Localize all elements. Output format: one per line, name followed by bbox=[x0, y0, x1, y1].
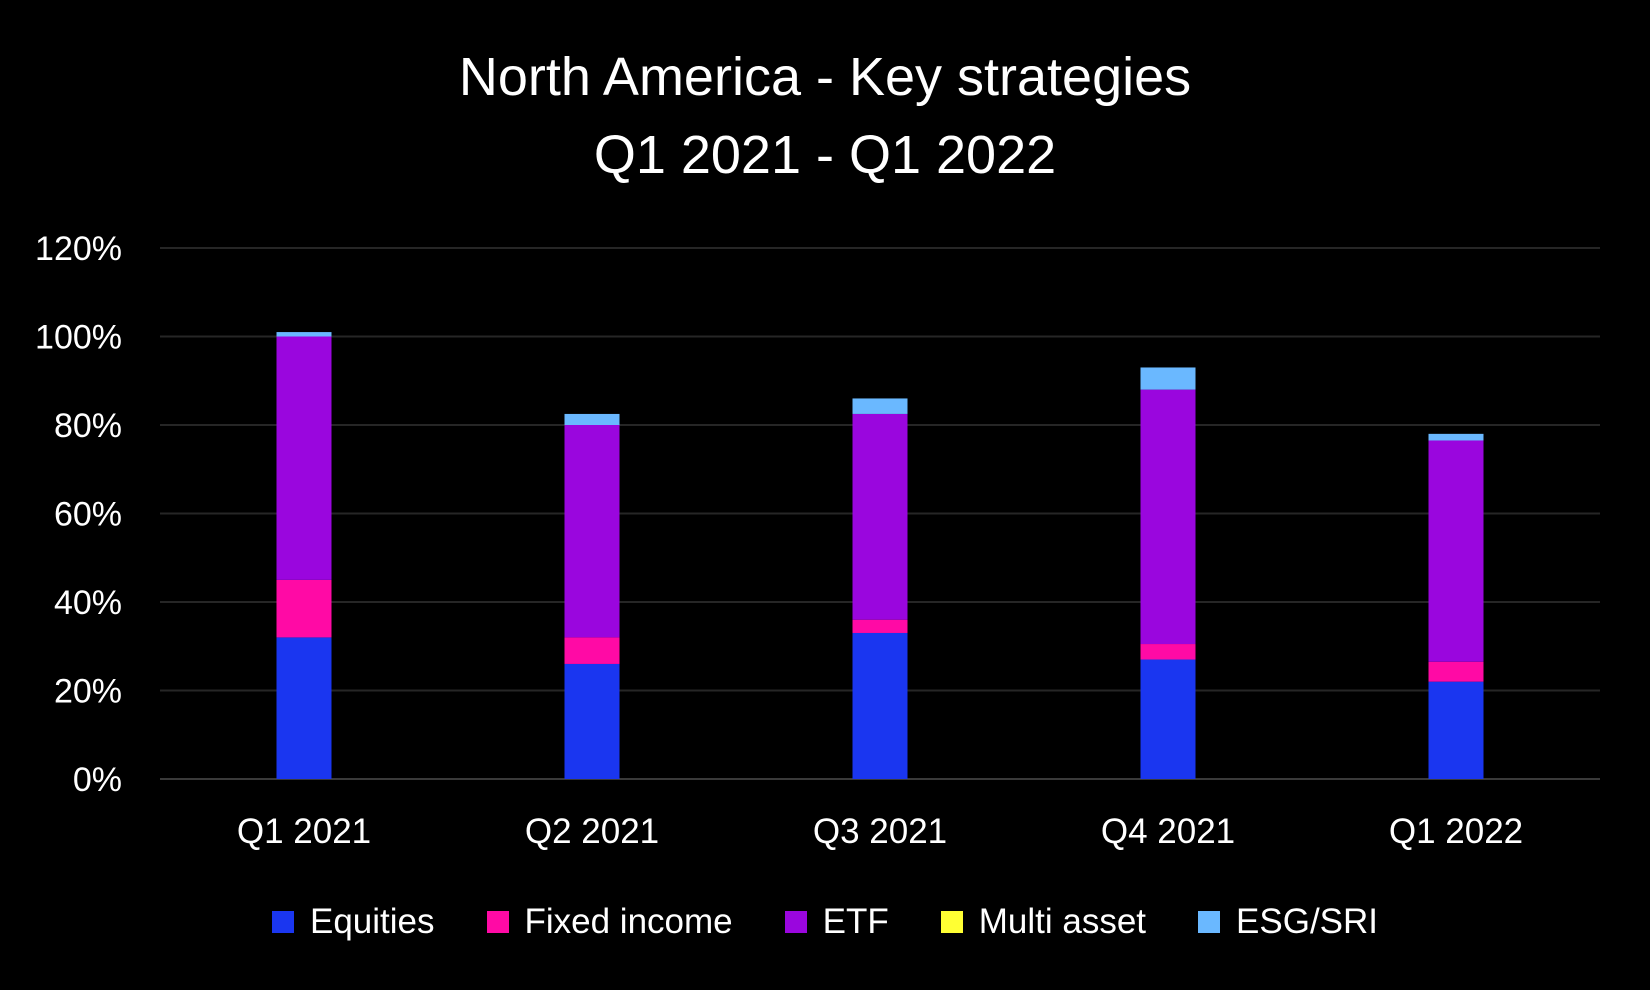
legend-label: ETF bbox=[822, 902, 889, 941]
legend-swatch bbox=[486, 911, 509, 933]
legend-item: Equities bbox=[271, 902, 435, 942]
legend-item: Fixed income bbox=[486, 902, 733, 942]
bar-segment-equities bbox=[1140, 659, 1196, 779]
x-tick-label: Q1 2021 bbox=[237, 812, 371, 851]
bar-segment-fixed-income bbox=[852, 619, 908, 633]
legend-swatch bbox=[784, 911, 807, 933]
legend-item: ETF bbox=[784, 902, 889, 942]
x-tick-label: Q4 2021 bbox=[1101, 812, 1235, 851]
bar-segment-esg-sri bbox=[852, 398, 908, 414]
chart-subtitle: Q1 2021 - Q1 2022 bbox=[593, 125, 1057, 185]
y-tick-label: 100% bbox=[35, 319, 122, 357]
y-tick-label: 20% bbox=[54, 673, 122, 711]
bar-segment-equities bbox=[564, 663, 620, 779]
chart-legend: Equities Fixed income ETF Multi asset ESG/SR… bbox=[0, 902, 1650, 942]
y-tick-label: 120% bbox=[35, 230, 122, 268]
legend-swatch bbox=[271, 911, 294, 933]
bar-segment-esg-sri bbox=[1140, 367, 1196, 390]
y-tick-label: 0% bbox=[73, 761, 122, 799]
bar-segment-esg-sri bbox=[564, 413, 620, 425]
legend-label: Multi asset bbox=[978, 902, 1147, 941]
bar-segment-etf bbox=[852, 413, 908, 620]
legend-label: Equities bbox=[309, 902, 435, 941]
legend-label: ESG/SRI bbox=[1236, 902, 1379, 941]
bar-segment-etf bbox=[1140, 389, 1196, 645]
legend-swatch bbox=[940, 911, 963, 933]
legend-item: ESG/SRI bbox=[1198, 902, 1378, 942]
bar-segment-etf bbox=[276, 336, 332, 580]
bar-segment-fixed-income bbox=[276, 579, 332, 638]
chart-title: North America - Key strategies bbox=[458, 47, 1192, 107]
bar-segment-equities bbox=[852, 632, 908, 779]
x-tick-label: Q3 2021 bbox=[813, 812, 947, 851]
x-tick-label: Q2 2021 bbox=[525, 812, 659, 851]
bar-segment-equities bbox=[276, 637, 332, 779]
legend-swatch bbox=[1198, 911, 1221, 933]
x-tick-label: Q1 2022 bbox=[1389, 812, 1523, 851]
legend-label: Fixed income bbox=[524, 902, 733, 941]
bar-segment-fixed-income bbox=[1428, 661, 1484, 682]
bar-segment-fixed-income bbox=[1140, 644, 1196, 660]
y-tick-label: 80% bbox=[54, 407, 122, 445]
bar-segment-esg-sri bbox=[276, 332, 332, 337]
y-tick-label: 60% bbox=[54, 496, 122, 534]
bar-segment-etf bbox=[564, 425, 620, 638]
bar-segment-etf bbox=[1428, 440, 1484, 662]
bar-segment-equities bbox=[1428, 681, 1484, 779]
bar-segment-fixed-income bbox=[564, 637, 620, 664]
bar-segment-esg-sri bbox=[1428, 433, 1484, 441]
legend-item: Multi asset bbox=[940, 902, 1147, 942]
y-tick-label: 40% bbox=[54, 584, 122, 622]
